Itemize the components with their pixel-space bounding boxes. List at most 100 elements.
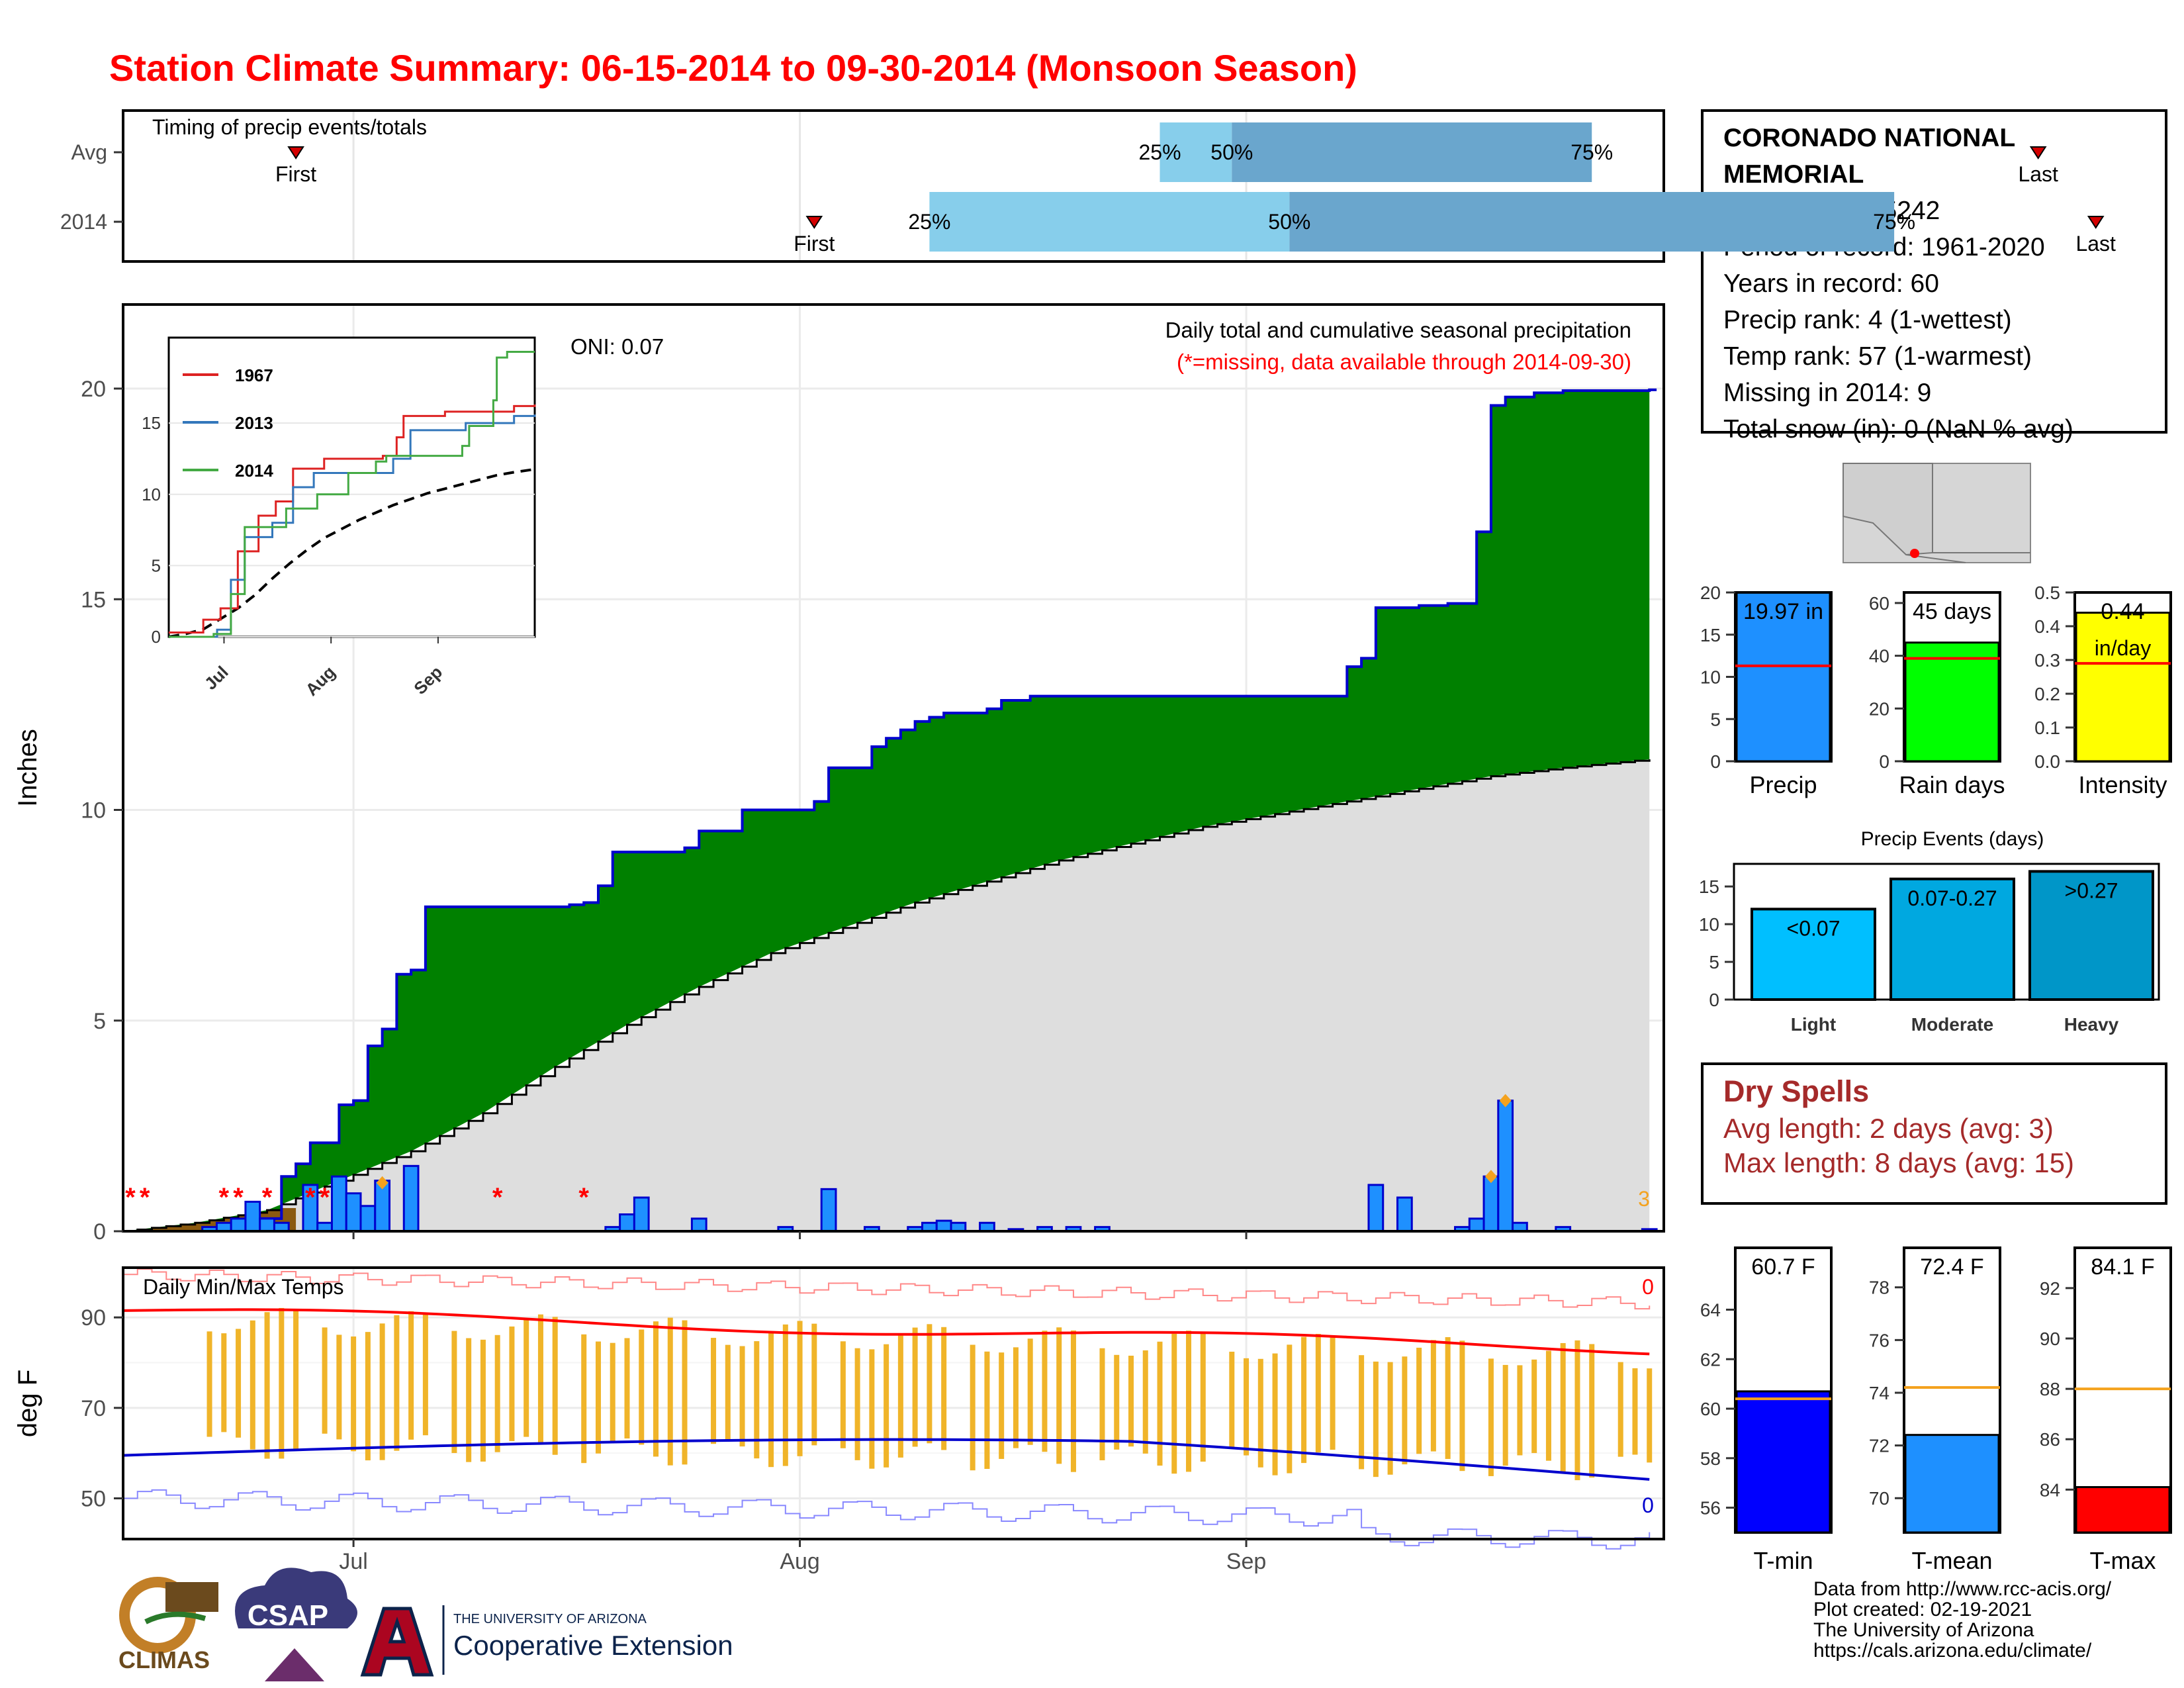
precip-y-tick: 5 bbox=[1710, 709, 1721, 729]
last-label: Last bbox=[2075, 232, 2116, 256]
intensity-y-tick: 0.4 bbox=[2034, 616, 2060, 637]
daily-temp-range-bar bbox=[494, 1335, 500, 1452]
daily-temp-range-bar bbox=[927, 1324, 933, 1444]
events-bar-label: 0.07-0.27 bbox=[1907, 886, 1997, 910]
daily-temp-range-bar bbox=[884, 1344, 889, 1468]
y-tick-label: 10 bbox=[81, 798, 106, 823]
missing-marker: * bbox=[219, 1183, 230, 1212]
dry-spells-max: Max length: 8 days (avg: 15) bbox=[1723, 1147, 2074, 1178]
daily-precip-bar bbox=[690, 1217, 707, 1233]
station-name: CORONADO NATIONAL MEMORIAL bbox=[1723, 124, 2015, 189]
daily-temp-range-bar bbox=[854, 1348, 860, 1460]
top-event-marker bbox=[1499, 1094, 1512, 1107]
precip-y-axis-label: Inches bbox=[13, 729, 42, 807]
precip-rank: Precip rank: 4 (1-wettest) bbox=[1723, 306, 2012, 334]
daily-temp-range-bar bbox=[725, 1344, 731, 1440]
inset-series-2013 bbox=[169, 414, 536, 638]
daily-temp-range-bar bbox=[782, 1324, 788, 1466]
y-tick-label: 70 bbox=[81, 1396, 106, 1421]
first-label: First bbox=[794, 232, 835, 256]
precip-missing-note: (*=missing, data available through 2014-… bbox=[1177, 350, 1631, 374]
daily-temp-range-bar bbox=[365, 1332, 371, 1461]
inset-y-tick: 10 bbox=[142, 485, 161, 504]
y-tick-label: 0 bbox=[93, 1219, 106, 1244]
temp-tmax-y-tick: 88 bbox=[2040, 1379, 2060, 1399]
raindays-label: Rain days bbox=[1899, 771, 2005, 798]
inset-legend-label: 2014 bbox=[235, 461, 273, 481]
temp-tmin-y-tick: 58 bbox=[1700, 1448, 1721, 1469]
timing-bar-25-50 bbox=[929, 192, 1290, 252]
daily-temp-range-bar bbox=[408, 1311, 414, 1440]
temp-tmax-y-tick: 90 bbox=[2040, 1329, 2060, 1349]
daily-temp-range-bar bbox=[653, 1321, 659, 1457]
daily-temp-range-bar bbox=[840, 1341, 846, 1448]
temp-tmin-y-tick: 62 bbox=[1700, 1349, 1721, 1370]
daily-temp-range-bar bbox=[264, 1312, 270, 1459]
raindays-y-tick: 20 bbox=[1869, 698, 1889, 719]
intensity-value: 0.44 bbox=[2101, 599, 2144, 624]
daily-temp-range-bar bbox=[1402, 1356, 1408, 1465]
daily-temp-range-bar bbox=[394, 1315, 400, 1451]
daily-temp-range-bar bbox=[1589, 1344, 1595, 1478]
daily-temp-range-bar bbox=[279, 1307, 285, 1459]
timing-bar-25-50 bbox=[1160, 122, 1232, 182]
daily-temp-range-bar bbox=[480, 1339, 486, 1462]
dry-spells-title: Dry Spells bbox=[1723, 1074, 1870, 1108]
daily-temp-range-bar bbox=[322, 1327, 328, 1434]
raindays-value: 45 days bbox=[1913, 599, 1991, 624]
daily-temp-range-bar bbox=[236, 1329, 242, 1438]
last-marker-icon bbox=[2029, 146, 2047, 160]
daily-temp-range-bar bbox=[1459, 1340, 1465, 1472]
missing-marker: * bbox=[233, 1183, 244, 1212]
daily-temp-range-bar bbox=[1013, 1347, 1019, 1448]
first-label: First bbox=[275, 162, 316, 186]
y-tick-label: 90 bbox=[81, 1305, 106, 1331]
precip-y-tick: 10 bbox=[1700, 667, 1721, 688]
coop-ext-small-text: THE UNIVERSITY OF ARIZONA bbox=[453, 1612, 647, 1626]
events-bar bbox=[1751, 908, 1876, 1002]
temp-tmax-y-tick: 92 bbox=[2040, 1278, 2060, 1299]
pct-label: 25% bbox=[908, 210, 950, 234]
climas-logo-text: CLIMAS bbox=[118, 1646, 210, 1673]
daily-precip-bar bbox=[402, 1164, 420, 1233]
daily-temp-range-bar bbox=[581, 1334, 587, 1464]
daily-temp-range-bar bbox=[1373, 1361, 1379, 1477]
precip-label: Precip bbox=[1749, 771, 1817, 798]
daily-temp-range-bar bbox=[1027, 1338, 1033, 1445]
events-bar-label: >0.27 bbox=[2065, 878, 2118, 902]
missing-marker: * bbox=[305, 1183, 316, 1212]
daily-temp-range-bar bbox=[1157, 1341, 1163, 1466]
credits: Data from http://www.rcc-acis.org/ Plot … bbox=[1813, 1579, 2111, 1661]
missing-marker: * bbox=[492, 1183, 503, 1212]
daily-temp-range-bar bbox=[1042, 1331, 1048, 1452]
events-y-tick: 0 bbox=[1709, 990, 1719, 1010]
temp-rank: Temp rank: 57 (1-warmest) bbox=[1723, 342, 2032, 371]
daily-temp-range-bar bbox=[1517, 1365, 1523, 1456]
last-label: Last bbox=[2018, 162, 2058, 186]
pct-label: 75% bbox=[1873, 210, 1915, 234]
temp-tmin-y-tick: 64 bbox=[1700, 1299, 1721, 1320]
daily-temp-range-bar bbox=[682, 1320, 688, 1465]
daily-temp-range-bar bbox=[768, 1333, 774, 1468]
daily-temp-range-bar bbox=[1070, 1330, 1076, 1472]
daily-temp-range-bar bbox=[206, 1331, 212, 1437]
intensity-y-tick: 0.5 bbox=[2034, 583, 2060, 603]
csap-logo-text: CSAP bbox=[248, 1599, 328, 1632]
inset-y-tick: 15 bbox=[142, 413, 161, 433]
temp-tmean-bar bbox=[1904, 1434, 2000, 1534]
temp-tmin-value: 60.7 F bbox=[1751, 1254, 1815, 1280]
daily-temp-range-bar bbox=[1545, 1350, 1551, 1461]
pct-label: 25% bbox=[1138, 140, 1181, 164]
inset-legend-label: 1967 bbox=[235, 365, 273, 385]
inset-avg-line bbox=[168, 467, 535, 638]
temp-tmean-y-tick: 78 bbox=[1869, 1278, 1889, 1298]
daily-precip-bar bbox=[1468, 1217, 1485, 1233]
intensity-unit: in/day bbox=[2095, 636, 2151, 660]
timing-bar-50-75 bbox=[1289, 192, 1895, 252]
daily-precip-bar bbox=[230, 1217, 247, 1233]
events-bar bbox=[1889, 877, 2015, 1002]
daily-temp-range-bar bbox=[1200, 1334, 1206, 1462]
temp-tmax-y-tick: 86 bbox=[2040, 1429, 2060, 1450]
intensity-y-tick: 0.0 bbox=[2034, 751, 2060, 772]
station-location-marker bbox=[1910, 549, 1919, 558]
